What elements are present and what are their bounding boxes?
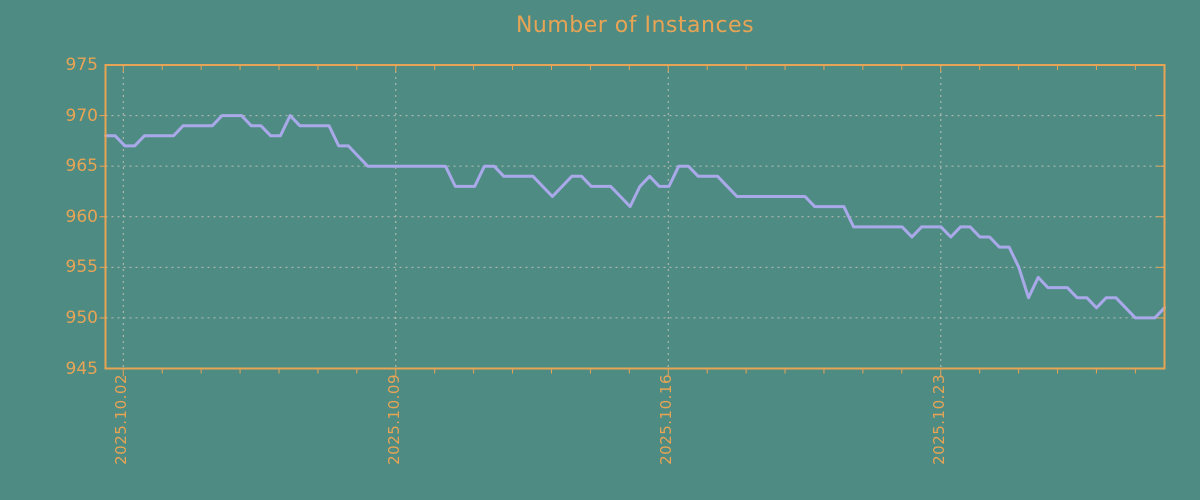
y-tick-label: 955 bbox=[65, 257, 98, 278]
y-tick-label: 950 bbox=[65, 307, 98, 328]
y-tick-label: 945 bbox=[65, 358, 98, 379]
x-tick-label: 2025.10.23 bbox=[929, 374, 948, 465]
chart-title: Number of Instances bbox=[515, 13, 755, 38]
x-tick-label: 2025.10.16 bbox=[657, 374, 676, 465]
x-tick-label: 2025.10.02 bbox=[112, 374, 131, 465]
series-line bbox=[104, 114, 1166, 320]
y-tick-label: 975 bbox=[65, 55, 98, 75]
plot-border bbox=[104, 64, 1166, 370]
y-tick-label: 965 bbox=[65, 156, 98, 177]
x-tick-label: 2025.10.09 bbox=[384, 374, 403, 465]
y-tick-label: 970 bbox=[65, 105, 98, 126]
y-tick-label: 960 bbox=[65, 206, 98, 227]
